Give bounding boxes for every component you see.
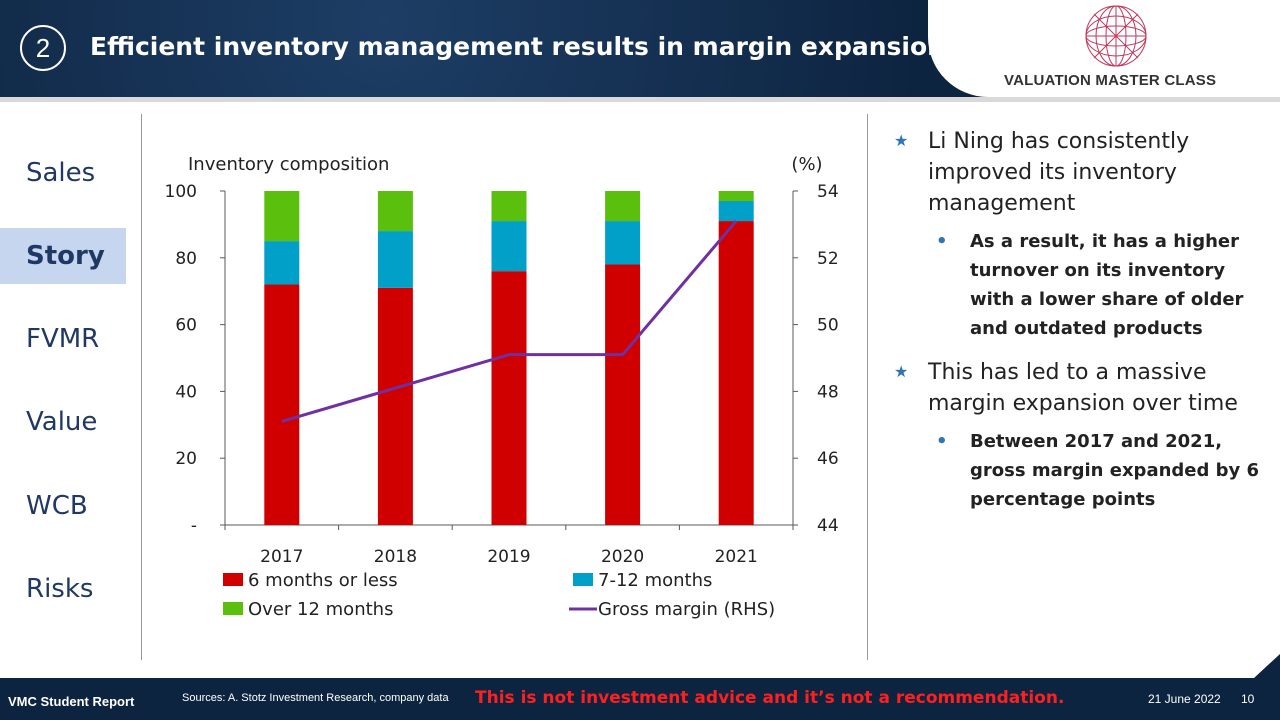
legend-swatch [573,573,593,586]
x-tick-label: 2021 [715,547,758,567]
chart-bars [264,191,754,525]
bar-segment [264,191,300,242]
bullet-sub-2: • Between 2017 and 2021, gross margin ex… [892,427,1272,514]
inventory-chart: - 20 40 60 80 100 44 46 48 50 52 54 2017 2018 2019 2020… [165,154,839,620]
chart-legend: 6 months or less 7-12 months Over 12 month… [223,570,775,620]
legend-label: Gross margin (RHS) [598,599,775,620]
chart-line [281,220,738,423]
bar-segment [377,231,413,288]
x-tick-label: 2018 [374,547,417,567]
y2-tick-label: 48 [817,382,839,402]
nav-item-story[interactable]: Story [0,228,126,284]
bar-segment [605,221,641,265]
bullet-subtext: As a result, it has a higher turnover on… [970,231,1244,339]
page-title: Efficient inventory management results i… [90,32,945,61]
footer-date: 21 June 2022 [1148,692,1221,706]
bar-segment [605,264,641,525]
y-tick-label: - [191,516,197,536]
footer-bar [0,678,1280,720]
bullet-text: This has led to a massive margin expansi… [928,360,1238,416]
star-icon: ★ [894,362,909,381]
y-tick-label: 100 [165,182,197,202]
y2-tick-label: 44 [817,516,839,536]
footer-disclaimer: This is not investment advice and it’s n… [475,688,1065,708]
right-divider [867,114,868,660]
bullet-dot-icon: • [936,231,948,252]
bullet-sub-1: • As a result, it has a higher turnover … [892,227,1272,343]
bullet-dot-icon: • [936,431,948,452]
legend-label: 6 months or less [248,570,398,591]
y-tick-label: 80 [175,249,197,269]
x-tick-label: 2017 [260,547,303,567]
bullet-text: Li Ning has consistently improved its in… [928,129,1190,216]
x-tick-label: 2020 [601,547,644,567]
legend-swatch [223,602,243,615]
bar-segment [605,191,641,222]
y2-tick-label: 52 [817,249,839,269]
legend-swatch [223,573,243,586]
gross-margin-line [281,220,738,423]
nav-item-value[interactable]: Value [26,407,98,437]
y2-tick-label: 46 [817,449,839,469]
x-tick-label: 2019 [487,547,530,567]
bullet-subtext: Between 2017 and 2021, gross margin expa… [970,431,1260,510]
bullet-main-2: ★ This has led to a massive margin expan… [892,357,1272,419]
right-axis-label: (%) [791,154,822,175]
globe-logo-icon [1085,5,1147,67]
bar-segment [491,191,527,222]
footer-report-label: VMC Student Report [8,694,135,709]
y-tick-label: 20 [175,449,197,469]
chart-title: Inventory composition [188,154,389,175]
legend-label: Over 12 months [248,599,393,620]
y-tick-label: 40 [175,382,197,402]
bar-segment [718,221,754,525]
y2-tick-label: 50 [817,316,839,336]
y-tick-label: 60 [175,316,197,336]
nav-item-fvmr[interactable]: FVMR [26,324,100,354]
bullet-main-1: ★ Li Ning has consistently improved its … [892,126,1272,219]
bar-segment [264,284,300,525]
legend-label: 7-12 months [598,570,712,591]
footer-sources: Sources: A. Stotz Investment Research, c… [182,692,449,704]
bar-segment [491,271,527,525]
section-number-badge: 2 [20,25,66,71]
nav-item-sales[interactable]: Sales [26,158,96,188]
chart-labels: - 20 40 60 80 100 44 46 48 50 52 54 2017 2018 2019 2020… [165,154,839,567]
bar-segment [718,191,754,202]
left-divider [141,114,142,660]
nav-item-risks[interactable]: Risks [26,574,94,604]
logo-wordmark: VALUATION MASTER CLASS [1004,72,1217,89]
page-number: 10 [1241,692,1255,706]
bar-segment [491,221,527,272]
star-icon: ★ [894,131,909,150]
footer-corner [1254,654,1280,678]
bar-segment [718,201,754,222]
header-divider [0,97,1280,102]
bar-segment [377,191,413,232]
commentary: ★ Li Ning has consistently improved its … [892,126,1272,528]
bar-segment [377,287,413,525]
nav-item-wcb[interactable]: WCB [26,491,88,521]
bar-segment [264,241,300,285]
y2-tick-label: 54 [817,182,839,202]
